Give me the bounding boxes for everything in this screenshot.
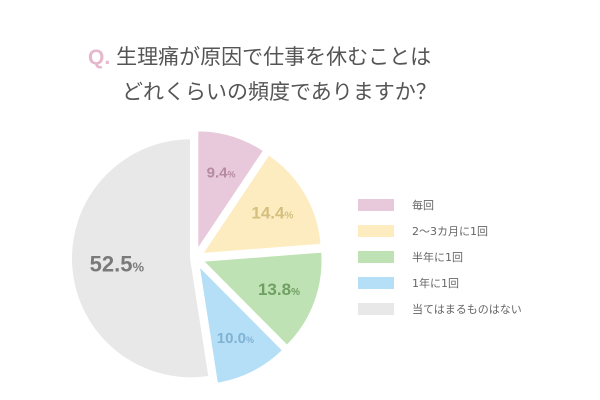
legend-label: 毎回 xyxy=(412,199,434,212)
pie-slice xyxy=(70,137,211,380)
legend-label: 2〜3カ月に1回 xyxy=(412,225,488,238)
pie-slice xyxy=(197,262,285,385)
legend-item-every-time: 毎回 xyxy=(358,192,522,218)
title-line-2: どれくらいの頻度でありますか？ xyxy=(122,80,437,104)
legend-item-once-a-year: 1年に1回 xyxy=(358,270,522,296)
slice-value-label: 10.0% xyxy=(217,330,254,347)
legend-label: 1年に1回 xyxy=(412,277,459,290)
chart-title: Q. 生理痛が原因で仕事を休むことは どれくらいの頻度でありますか？ xyxy=(88,40,528,109)
legend-swatch xyxy=(358,303,394,315)
pie-slice xyxy=(196,129,266,254)
slice-value-label: 14.4% xyxy=(251,204,293,223)
legend-item-none: 当てはまるものはない xyxy=(358,296,522,322)
legend-label: 半年に1回 xyxy=(412,251,463,264)
title-line-1: 生理痛が原因で仕事を休むことは xyxy=(116,45,432,69)
pie-slice xyxy=(200,250,324,348)
question-prefix: Q. xyxy=(88,46,111,69)
legend-swatch xyxy=(358,277,394,289)
slice-value-label: 52.5% xyxy=(90,252,145,277)
legend: 毎回 2〜3カ月に1回 半年に1回 1年に1回 当てはまるものはない xyxy=(358,192,522,322)
slice-value-label: 9.4% xyxy=(207,165,236,182)
legend-swatch xyxy=(358,251,394,263)
legend-swatch xyxy=(358,225,394,237)
pie-slice xyxy=(199,152,323,256)
legend-item-half-year: 半年に1回 xyxy=(358,244,522,270)
legend-item-every-2-3-months: 2〜3カ月に1回 xyxy=(358,218,522,244)
legend-label: 当てはまるものはない xyxy=(412,303,522,316)
slice-value-label: 13.8% xyxy=(258,280,300,299)
legend-swatch xyxy=(358,199,394,211)
